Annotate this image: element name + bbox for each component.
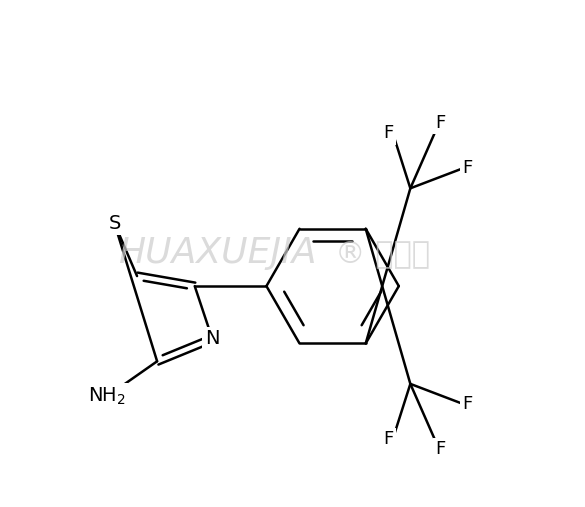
Text: F: F <box>384 430 394 448</box>
Text: NH$_2$: NH$_2$ <box>88 386 126 407</box>
Text: S: S <box>108 214 121 233</box>
Text: F: F <box>384 124 394 142</box>
Text: N: N <box>205 329 219 348</box>
Text: F: F <box>462 159 472 177</box>
Text: F: F <box>435 440 446 458</box>
Text: HUAXUEJIA: HUAXUEJIA <box>118 236 316 271</box>
Text: F: F <box>462 395 472 413</box>
Text: F: F <box>435 114 446 132</box>
Text: ® 化学加: ® 化学加 <box>335 239 430 268</box>
